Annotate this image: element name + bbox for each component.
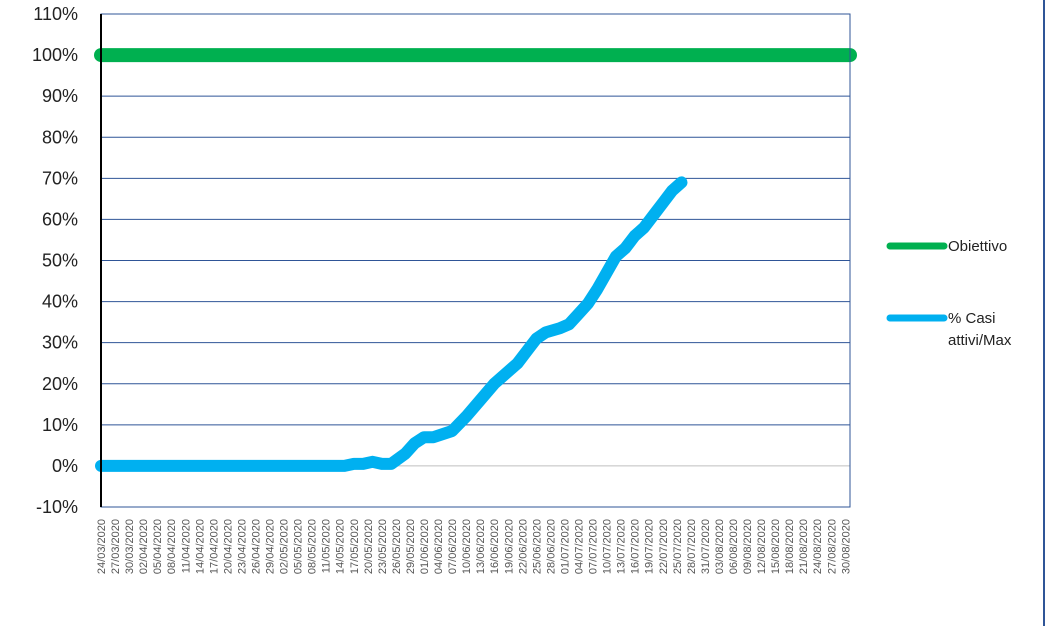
y-tick-label: 70%: [42, 168, 78, 188]
x-tick-label: 13/07/2020: [616, 519, 628, 574]
x-tick-label: 23/04/2020: [236, 519, 248, 574]
x-tick-label: 05/04/2020: [152, 519, 164, 574]
y-tick-label: 10%: [42, 415, 78, 435]
x-tick-label: 30/03/2020: [124, 519, 136, 574]
x-tick-label: 03/08/2020: [714, 519, 726, 574]
grid-lines: [101, 13, 850, 508]
x-tick-label: 25/07/2020: [672, 519, 684, 574]
y-tick-label: 40%: [42, 292, 78, 312]
x-tick-label: 27/08/2020: [826, 519, 838, 574]
x-tick-label: 20/05/2020: [363, 519, 375, 574]
y-tick-label: 50%: [42, 251, 78, 271]
x-tick-label: 12/08/2020: [756, 519, 768, 574]
x-tick-label: 15/08/2020: [770, 519, 782, 574]
y-tick-label: 80%: [42, 127, 78, 147]
x-tick-label: 04/07/2020: [573, 519, 585, 574]
x-tick-label: 16/07/2020: [630, 519, 642, 574]
x-tick-label: 10/07/2020: [602, 519, 614, 574]
x-tick-label: 27/03/2020: [110, 519, 122, 574]
legend-label-line: % Casi: [948, 310, 996, 327]
x-tick-label: 17/05/2020: [349, 519, 361, 574]
x-tick-label: 02/05/2020: [279, 519, 291, 574]
y-tick-label: -10%: [36, 497, 78, 517]
y-tick-label: 100%: [32, 45, 78, 65]
x-tick-label: 11/04/2020: [180, 519, 192, 573]
x-tick-label: 19/06/2020: [503, 519, 515, 574]
x-tick-label: 11/05/2020: [321, 519, 333, 573]
right-edge-border: [1043, 0, 1045, 626]
legend-label-line: Obiettivo: [948, 238, 1007, 255]
x-tick-label: 19/07/2020: [644, 519, 656, 574]
y-tick-label: 60%: [42, 209, 78, 229]
legend: Obiettivo % Casi attivi/Max: [886, 238, 1012, 349]
x-tick-label: 14/04/2020: [194, 519, 206, 574]
x-tick-label: 26/05/2020: [391, 519, 403, 574]
legend-label: Obiettivo: [948, 238, 1007, 255]
series-lines: [94, 48, 857, 472]
x-tick-label: 28/07/2020: [686, 519, 698, 574]
x-tick-label: 09/08/2020: [742, 519, 754, 574]
x-tick-label: 01/06/2020: [419, 519, 431, 574]
legend-label: % Casi attivi/Max: [948, 310, 1012, 349]
y-tick-label: 90%: [42, 86, 78, 106]
x-tick-label: 22/06/2020: [517, 519, 529, 574]
x-tick-label: 24/08/2020: [812, 519, 824, 574]
x-tick-label: 18/08/2020: [784, 519, 796, 574]
x-tick-label: 29/05/2020: [405, 519, 417, 574]
x-tick-label: 06/08/2020: [728, 519, 740, 574]
x-tick-label: 08/05/2020: [307, 519, 319, 574]
y-tick-label: 20%: [42, 374, 78, 394]
x-tick-label: 02/04/2020: [138, 519, 150, 574]
x-tick-label: 05/05/2020: [293, 519, 305, 574]
x-tick-label: 08/04/2020: [166, 519, 178, 574]
x-tick-label: 22/07/2020: [658, 519, 670, 574]
x-tick-label: 28/06/2020: [545, 519, 557, 574]
y-tick-label: 0%: [52, 456, 78, 476]
legend-label-line: attivi/Max: [948, 332, 1012, 349]
x-tick-label: 24/03/2020: [96, 519, 108, 574]
series-line-1: [95, 176, 688, 472]
x-tick-label: 07/06/2020: [447, 519, 459, 574]
x-tick-label: 20/04/2020: [222, 519, 234, 574]
x-tick-label: 04/06/2020: [433, 519, 445, 574]
x-tick-label: 25/06/2020: [531, 519, 543, 574]
y-tick-label: 30%: [42, 333, 78, 353]
x-tick-label: 31/07/2020: [700, 519, 712, 574]
x-tick-label: 13/06/2020: [475, 519, 487, 574]
x-tick-label: 16/06/2020: [489, 519, 501, 574]
x-tick-label: 10/06/2020: [461, 519, 473, 574]
x-tick-label: 21/08/2020: [798, 519, 810, 574]
x-axis-ticks: 24/03/2020 27/03/2020 30/03/2020 02/04/2020…: [96, 519, 852, 574]
y-axis-ticks: -10% 0% 10% 20% 30% 40% 50% 60% 70% 80% 90% 100% 110…: [32, 4, 78, 517]
x-tick-label: 14/05/2020: [335, 519, 347, 574]
x-tick-label: 01/07/2020: [559, 519, 571, 574]
x-tick-label: 07/07/2020: [588, 519, 600, 574]
x-tick-label: 17/04/2020: [208, 519, 220, 574]
x-tick-label: 30/08/2020: [840, 519, 852, 574]
x-tick-label: 29/04/2020: [265, 519, 277, 574]
y-tick-label: 110%: [33, 4, 78, 24]
x-tick-label: 23/05/2020: [377, 519, 389, 574]
x-tick-label: 26/04/2020: [250, 519, 262, 574]
